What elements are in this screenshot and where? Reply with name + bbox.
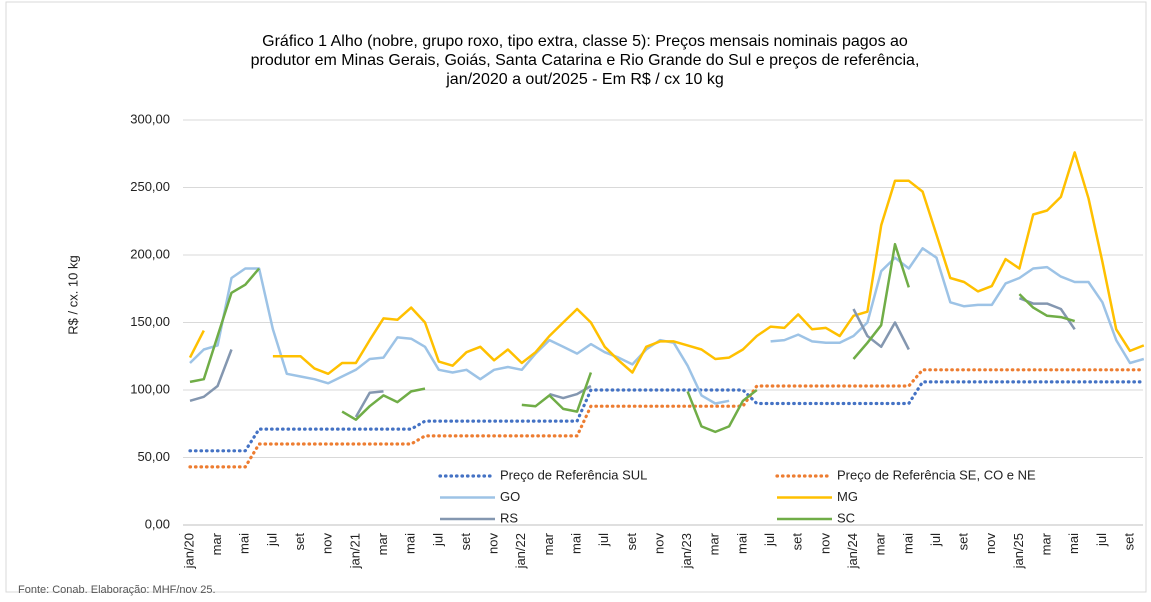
x-tick-label: mai [403,533,418,554]
x-tick-label: jan/25 [1011,533,1026,569]
x-tick-label: mar [873,532,888,555]
y-tick-label: 100,00 [130,381,170,396]
legend-label: MG [837,489,858,504]
legend-label: GO [500,489,520,504]
x-tick-label: mar [209,532,224,555]
series-line [188,368,1146,469]
x-tick-label: jul [928,533,943,547]
y-tick-label: 150,00 [130,314,170,329]
series-line [188,380,1146,453]
x-tick-label: nov [651,533,666,554]
x-tick-label: jan/22 [513,533,528,569]
y-tick-label: 300,00 [130,111,170,126]
legend-label: RS [500,510,518,525]
x-tick-label: mai [237,533,252,554]
x-tick-label: set [292,533,307,551]
x-tick-label: mar [707,532,722,555]
x-tick-label: jul [430,533,445,547]
source-note: Fonte: Conab. Elaboração: MHF/nov 25. [18,584,216,596]
series-line [188,151,1145,376]
x-tick-label: mai [734,533,749,554]
x-tick-label: set [1121,533,1136,551]
x-tick-label: mai [900,533,915,554]
x-tick-label: jan/20 [181,533,196,569]
x-tick-label: jan/24 [845,533,860,569]
x-tick-label: set [790,533,805,551]
y-tick-label: 50,00 [137,449,170,464]
x-tick-label: jul [762,533,777,547]
x-tick-label: jan/23 [679,533,694,569]
x-tick-label: set [956,533,971,551]
series-line [189,297,1076,418]
x-tick-label: set [458,533,473,551]
x-tick-label: nov [817,533,832,554]
legend-label: Preço de Referência SE, CO e NE [837,467,1036,482]
x-tick-label: jul [596,533,611,547]
legend-label: SC [837,510,855,525]
x-tick-label: nov [983,533,998,554]
chart-title: Gráfico 1 Alho (nobre, grupo roxo, tipo … [262,33,908,50]
legend-label: Preço de Referência SUL [500,467,647,482]
x-tick-label: mai [568,533,583,554]
y-axis-label: R$ / cx. 10 kg [65,255,80,334]
x-tick-label: jul [264,533,279,547]
y-tick-label: 200,00 [130,246,170,261]
x-tick-label: mar [1038,532,1053,555]
x-tick-label: set [624,533,639,551]
x-tick-label: nov [486,533,501,554]
chart-title: produtor em Minas Gerais, Goiás, Santa C… [251,52,920,69]
x-tick-label: jul [1094,533,1109,547]
x-tick-label: mai [1066,533,1081,554]
series-line [189,242,1076,434]
x-tick-label: jan/21 [347,533,362,569]
chart-title: jan/2020 a out/2025 - Em R$ / cx 10 kg [445,71,724,88]
y-tick-label: 250,00 [130,179,170,194]
chart-frame [5,1,1147,593]
x-tick-label: mar [541,532,556,555]
series-line [189,247,1145,405]
x-tick-label: mar [375,532,390,555]
x-tick-label: nov [320,533,335,554]
y-tick-label: 0,00 [145,516,170,531]
